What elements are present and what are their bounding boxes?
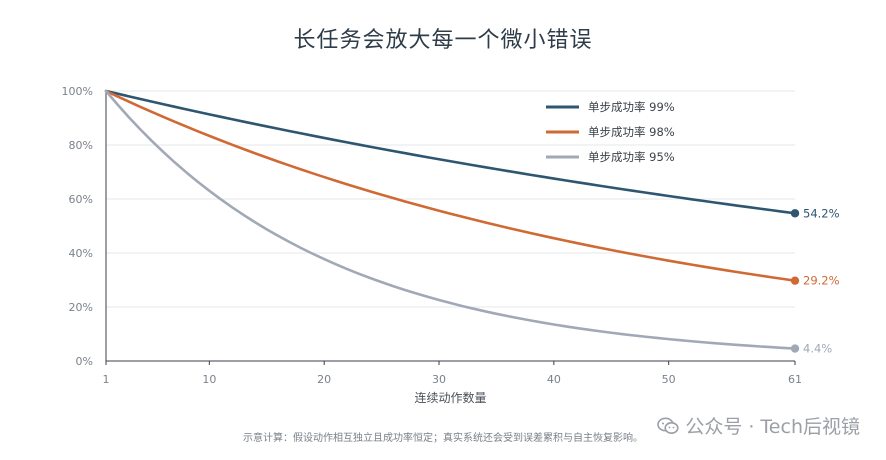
x-tick-label: 30 bbox=[432, 373, 446, 386]
x-tick-label: 61 bbox=[788, 373, 802, 386]
watermark: 公众号 · Tech后视镜 bbox=[657, 412, 860, 439]
y-tick-label: 60% bbox=[69, 193, 93, 206]
series-end-point-1 bbox=[790, 209, 800, 218]
y-tick-label: 80% bbox=[69, 139, 93, 152]
series-line-3 bbox=[104, 89, 797, 350]
x-tick-label: 20 bbox=[317, 373, 331, 386]
watermark-text: 公众号 · Tech后视镜 bbox=[685, 416, 860, 438]
x-tick-label: 40 bbox=[547, 373, 561, 386]
x-tick-label: 50 bbox=[662, 373, 676, 386]
y-tick-label: 20% bbox=[69, 301, 93, 314]
series-end-label-1: 54.2% bbox=[803, 206, 840, 220]
x-tick-label: 10 bbox=[202, 373, 216, 386]
series-line-2 bbox=[104, 89, 797, 282]
legend-label-3: 单步成功率 95% bbox=[588, 150, 675, 164]
y-tick-label: 100% bbox=[62, 85, 93, 98]
legend-label-1: 单步成功率 99% bbox=[588, 100, 675, 114]
wechat-icon bbox=[657, 417, 679, 434]
x-axis-label: 连续动作数量 bbox=[414, 390, 486, 405]
series-end-point-2 bbox=[790, 276, 800, 285]
legend-label-2: 单步成功率 98% bbox=[588, 125, 675, 139]
y-tick-label: 0% bbox=[76, 355, 93, 368]
footnote: 示意计算：假设动作相互独立且成功率恒定；真实系统还会受到误差累积与自主恢复影响。 bbox=[243, 433, 643, 444]
x-tick-label: 1 bbox=[103, 373, 110, 386]
series-end-point-3 bbox=[790, 344, 800, 353]
series-end-label-2: 29.2% bbox=[803, 274, 840, 288]
series-end-label-3: 4.4% bbox=[803, 342, 832, 356]
series-line-1 bbox=[104, 89, 797, 215]
y-tick-label: 40% bbox=[69, 247, 93, 260]
chart-title: 长任务会放大每一个微小错误 bbox=[293, 28, 593, 53]
